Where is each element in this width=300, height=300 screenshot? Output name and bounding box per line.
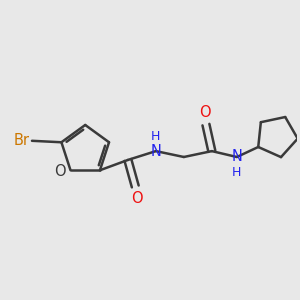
Text: O: O xyxy=(55,164,66,179)
Text: H: H xyxy=(151,130,160,143)
Text: O: O xyxy=(199,105,210,120)
Text: N: N xyxy=(150,144,161,159)
Text: O: O xyxy=(131,191,142,206)
Text: N: N xyxy=(231,149,242,164)
Text: Br: Br xyxy=(14,133,30,148)
Text: H: H xyxy=(232,166,242,179)
